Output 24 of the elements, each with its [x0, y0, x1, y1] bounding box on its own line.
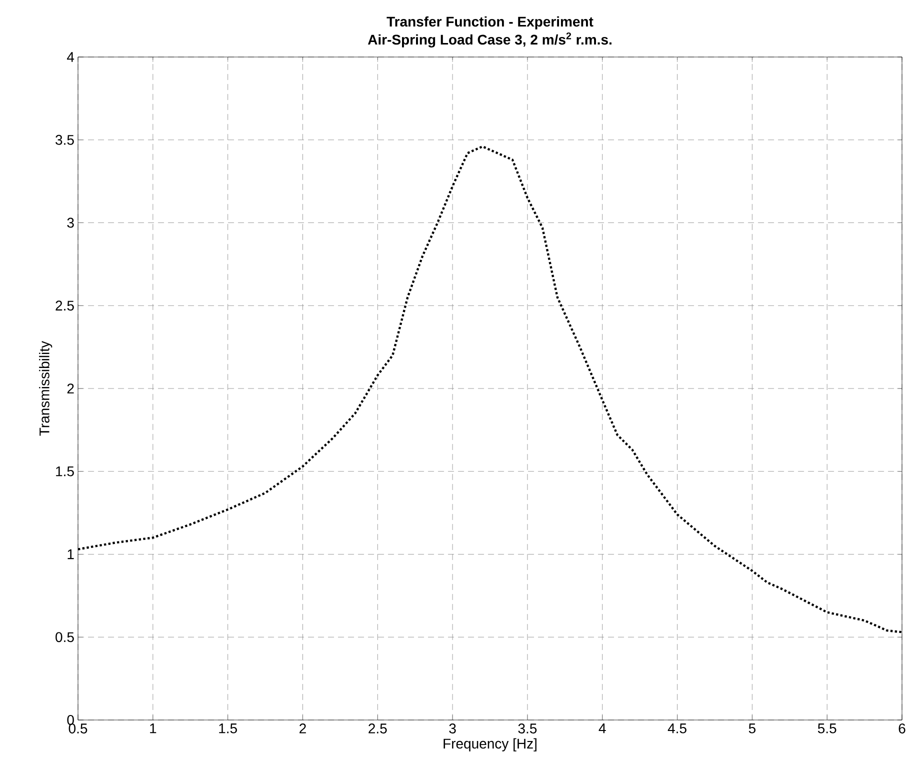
y-tick-label: 1.5 — [56, 466, 74, 476]
y-tick-label: 0 — [67, 715, 74, 725]
x-tick-label: 3 — [449, 724, 456, 734]
y-tick-label: 3.5 — [56, 134, 74, 145]
y-tick-label: 4 — [66, 52, 74, 62]
y-tick-label: 2.5 — [56, 300, 74, 311]
x-tick-label: 1 — [150, 724, 156, 734]
x-tick-label: 4.5 — [668, 724, 686, 734]
x-tick-label: 6 — [898, 724, 906, 734]
x-axis-title: Frequency [Hz] — [444, 738, 536, 752]
x-tick-label: 2.5 — [368, 724, 387, 734]
x-tick-label: 5.5 — [818, 724, 836, 734]
x-tick-label: 2 — [300, 724, 306, 734]
y-tick-label: 3 — [67, 218, 74, 228]
y-tick-label: 2 — [67, 384, 74, 394]
y-axis-title: Transmissibility — [39, 340, 52, 436]
y-tick-label: 0.5 — [56, 632, 74, 642]
x-tick-label: 4 — [598, 724, 606, 734]
x-tick-label: 1.5 — [219, 724, 237, 734]
chart-title: Transfer Function - Experiment — [386, 16, 594, 30]
chart-subtitle: Air-Spring Load Case 3, 2 m/s$^{2}$ r.m.s. — [368, 32, 612, 48]
y-tick-label: 1 — [68, 549, 74, 560]
x-tick-label: 5 — [748, 724, 756, 734]
x-tick-label: 3.5 — [518, 724, 537, 734]
